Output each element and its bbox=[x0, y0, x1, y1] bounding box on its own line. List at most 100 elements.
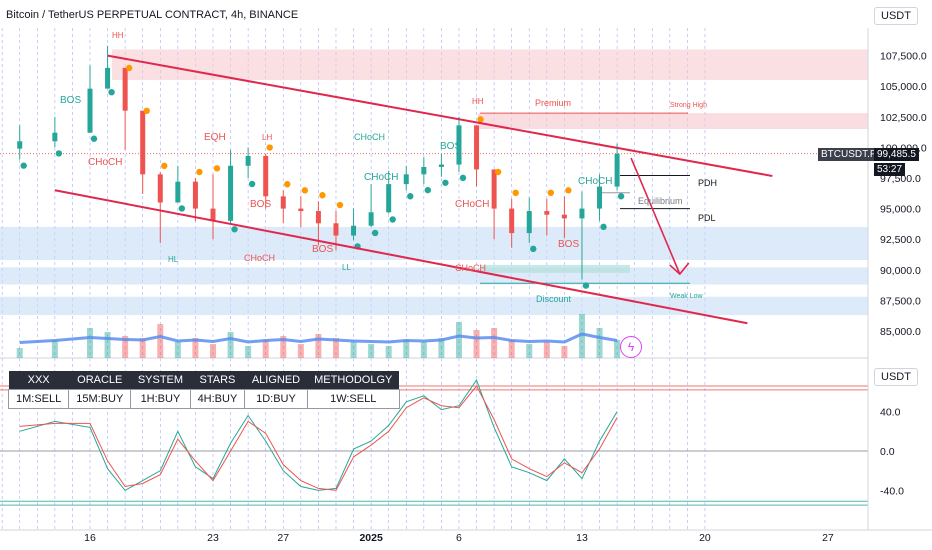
lightning-icon[interactable]: ϟ bbox=[620, 336, 642, 358]
equilibrium-label: Equilibrium bbox=[638, 196, 683, 206]
volume-bar bbox=[174, 342, 181, 358]
volume-bar bbox=[227, 332, 234, 358]
x-tick-label: 16 bbox=[84, 532, 96, 544]
choch-label: CHoCH bbox=[455, 263, 486, 273]
sell-dot bbox=[284, 181, 291, 188]
sell-dot bbox=[336, 201, 344, 209]
discount-label: Discount bbox=[536, 294, 572, 304]
volume-ma-line bbox=[19, 332, 618, 344]
signal-table: XXX ORACLE SYSTEM STARS ALIGNED METHODOL… bbox=[7, 371, 400, 409]
y-tick-label: 105,000.0 bbox=[880, 81, 927, 93]
candle-body bbox=[403, 174, 409, 185]
osc-tick-label: 0.0 bbox=[880, 446, 895, 458]
y-tick-label: 85,000.0 bbox=[880, 326, 921, 338]
candle-body bbox=[456, 125, 462, 165]
discount-zone bbox=[0, 296, 868, 316]
sell-dot bbox=[125, 64, 133, 72]
buy-dot bbox=[459, 174, 467, 182]
buy-dot bbox=[582, 282, 590, 289]
sell-dot bbox=[547, 189, 555, 197]
oscillator-line bbox=[19, 385, 618, 491]
choch-label: CHoCH bbox=[364, 172, 398, 183]
buy-dot bbox=[371, 229, 379, 237]
pdl-label: PDL bbox=[698, 213, 716, 223]
candle-body bbox=[122, 67, 128, 111]
buy-dot bbox=[407, 193, 414, 200]
volume-bar bbox=[491, 328, 498, 358]
osc-tick-label: 40.0 bbox=[880, 407, 901, 419]
volume-bar bbox=[596, 328, 603, 358]
buy-dot bbox=[442, 179, 449, 186]
candle-body bbox=[175, 181, 181, 203]
projection-arrowhead bbox=[669, 262, 690, 276]
choch-label: CHoCH bbox=[455, 199, 489, 210]
signal-header: XXX bbox=[8, 371, 69, 390]
signal-value: 1M:SELL bbox=[7, 389, 70, 409]
channel-lower-line bbox=[54, 189, 748, 325]
strong-high-label: Strong High bbox=[670, 102, 707, 109]
choch-label: CHoCH bbox=[578, 176, 612, 187]
signal-value: 4H:BUY bbox=[189, 389, 246, 409]
eqh-label: EQH bbox=[204, 132, 226, 143]
bos-label: BOS bbox=[312, 244, 333, 255]
y-tick-label: 87,500.0 bbox=[880, 295, 921, 307]
price-badge-price: 99,485.5 bbox=[874, 148, 919, 161]
candle-body bbox=[351, 225, 357, 236]
candle-body bbox=[333, 223, 339, 236]
volume-bar bbox=[157, 324, 164, 358]
buy-dot bbox=[600, 223, 607, 231]
y-tick-label: 95,000.0 bbox=[880, 204, 921, 216]
volume-bar bbox=[438, 338, 445, 358]
y-tick-label: 102,500.0 bbox=[880, 112, 927, 124]
volume-bar bbox=[543, 342, 550, 358]
buy-dot bbox=[20, 162, 27, 169]
buy-dot bbox=[530, 245, 537, 253]
volume-bar bbox=[122, 336, 129, 358]
candlesticks bbox=[17, 45, 620, 280]
candle-body bbox=[157, 174, 163, 203]
candle-body bbox=[509, 208, 515, 234]
candle-body bbox=[368, 212, 374, 226]
currency-selector-oscillator[interactable]: USDT bbox=[874, 368, 918, 386]
signal-header: SYSTEM bbox=[130, 371, 191, 390]
signal-header: ALIGNED bbox=[244, 371, 308, 390]
sell-dot bbox=[301, 187, 309, 194]
smc-zones bbox=[0, 49, 868, 316]
choch-label: CHoCH bbox=[88, 157, 122, 168]
buy-dot bbox=[389, 216, 396, 223]
price-badge-symbol: BTCUSDT.P bbox=[818, 148, 880, 161]
bos-label: BOS bbox=[558, 239, 579, 250]
sell-dot bbox=[143, 107, 150, 115]
candle-body bbox=[228, 165, 234, 221]
sell-dot bbox=[512, 189, 519, 197]
sell-dot bbox=[565, 187, 572, 194]
discount-zone bbox=[0, 267, 868, 285]
candle-body bbox=[17, 141, 23, 149]
volume-bar bbox=[455, 322, 462, 358]
volume-bar bbox=[385, 346, 392, 358]
projection-arrow-shaft bbox=[630, 157, 681, 275]
osc-tick-label: -40.0 bbox=[880, 485, 904, 497]
candle-body bbox=[52, 132, 58, 142]
candle-body bbox=[421, 166, 427, 175]
volume-bars bbox=[16, 314, 621, 358]
sell-dot bbox=[477, 116, 484, 123]
oscillator-line bbox=[19, 379, 618, 492]
choch-label: CHoCH bbox=[354, 132, 385, 142]
chart-title: Bitcoin / TetherUS PERPETUAL CONTRACT, 4… bbox=[6, 9, 299, 21]
candle-body bbox=[105, 67, 111, 89]
hh-label: HH bbox=[112, 31, 124, 40]
volume-bar bbox=[192, 338, 199, 358]
lh-label: LH bbox=[262, 133, 272, 142]
vertical-grid bbox=[0, 28, 868, 530]
y-tick-label: 90,000.0 bbox=[880, 265, 921, 277]
buy-dot bbox=[108, 89, 115, 96]
candle-body bbox=[298, 208, 304, 212]
sell-dot bbox=[266, 144, 273, 151]
volume-bar bbox=[315, 334, 322, 358]
signal-value: 1H:BUY bbox=[130, 389, 191, 409]
currency-selector-main[interactable]: USDT bbox=[874, 7, 918, 25]
volume-bar bbox=[87, 328, 93, 358]
candle-body bbox=[140, 110, 146, 175]
